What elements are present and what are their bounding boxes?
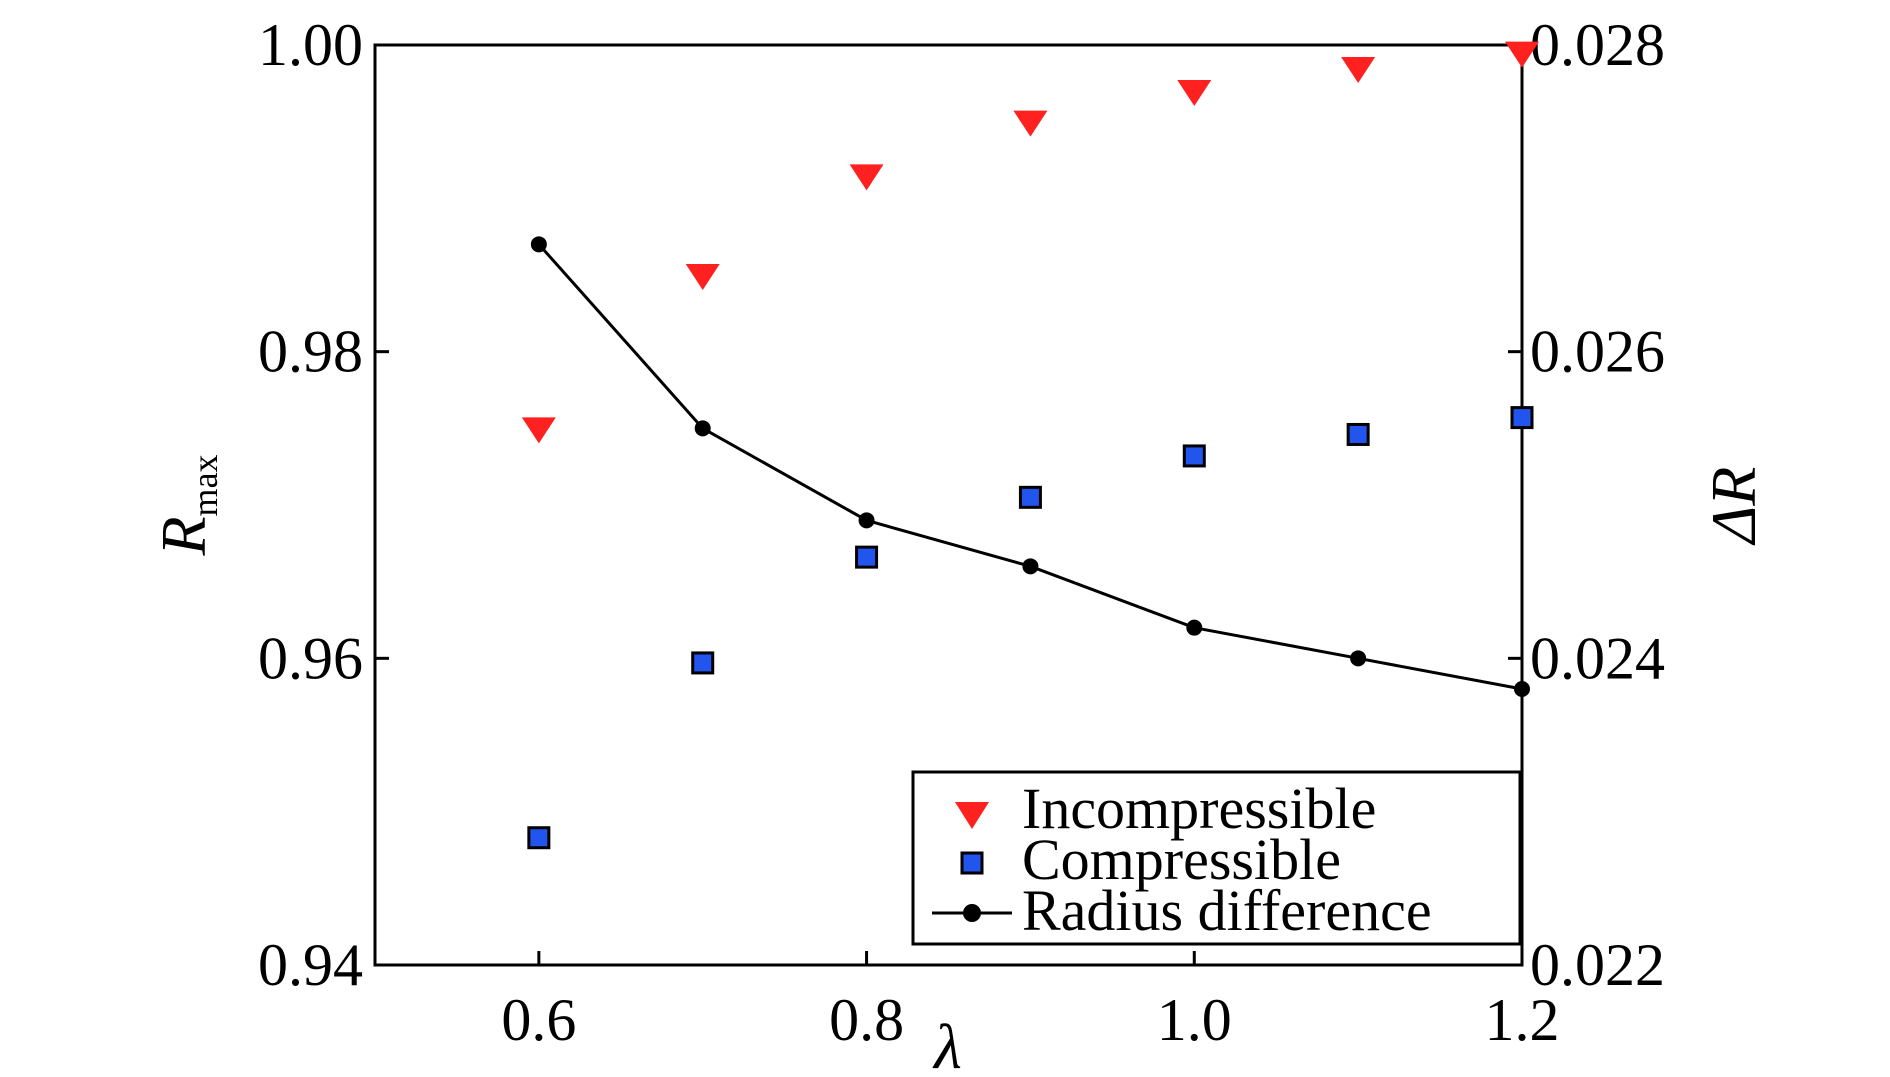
y-axis-left-label-sub: max	[185, 454, 225, 516]
incompressible-point	[685, 264, 720, 290]
incompressible-point	[849, 164, 884, 191]
compressible-point	[1182, 444, 1206, 468]
y-left-tick-label: 0.94	[258, 932, 363, 998]
compressible-point	[691, 651, 715, 675]
compressible-point	[855, 545, 879, 569]
y-axis-left-label: Rmax	[148, 454, 225, 556]
y-right-tick-label: 0.026	[1530, 319, 1665, 385]
y-right-tick-label: 0.028	[1530, 12, 1665, 78]
legend-label-compressible: Compressible	[1022, 827, 1341, 892]
y-right-tick-label: 0.024	[1530, 625, 1665, 691]
legend: Incompressible Compressible Radius diffe…	[911, 770, 1522, 946]
radius-difference-point	[694, 420, 711, 437]
incompressible-point	[1177, 80, 1212, 106]
x-tick-label: 1.0	[1157, 987, 1232, 1053]
compressible-point	[1346, 422, 1370, 446]
compressible-point	[1510, 406, 1534, 430]
y-right-tick-label: 0.022	[1530, 932, 1665, 998]
radius-difference-point	[858, 512, 875, 529]
incompressible-point	[521, 417, 556, 444]
x-axis-label: λ	[932, 1011, 962, 1077]
legend-marker-radius-difference	[963, 904, 981, 922]
legend-marker-compressible	[960, 851, 984, 875]
x-tick-label: 0.8	[829, 987, 904, 1053]
legend-box	[911, 770, 1522, 946]
compressible-point	[527, 826, 551, 850]
x-tick-label: 0.6	[501, 987, 576, 1053]
radius-difference-line	[537, 243, 1523, 691]
radius-difference-point	[1186, 619, 1203, 636]
compressible-point	[1018, 485, 1042, 509]
incompressible-point	[1341, 57, 1376, 83]
y-left-tick-label: 0.96	[258, 625, 363, 691]
legend-marker-incompressible	[955, 802, 989, 829]
legend-label-incompressible: Incompressible	[1022, 776, 1376, 841]
incompressible-point	[1013, 110, 1048, 137]
radius-difference-point	[1350, 650, 1367, 667]
legend-label-radius-difference: Radius difference	[1022, 878, 1432, 943]
incompressible-point	[1505, 41, 1539, 68]
y-axis-right-label: ΔR	[1698, 467, 1769, 547]
svg-text:Rmax: Rmax	[148, 454, 225, 556]
x-tick-label: 1.2	[1485, 987, 1560, 1053]
ticks: 0.6 0.8 1.0 1.2 0.94 0.96 0.98 1.00 0.022 0.024 0.…	[258, 12, 1665, 1053]
radius-difference-point	[1514, 681, 1530, 697]
plot-frame	[373, 43, 1524, 967]
y-left-tick-label: 1.00	[258, 12, 363, 78]
y-left-tick-label: 0.98	[258, 319, 363, 385]
marks	[521, 41, 1539, 850]
radius-difference-point	[530, 236, 547, 253]
radius-difference-point	[1022, 558, 1039, 575]
y-axis-left-label-main: R	[148, 516, 219, 556]
